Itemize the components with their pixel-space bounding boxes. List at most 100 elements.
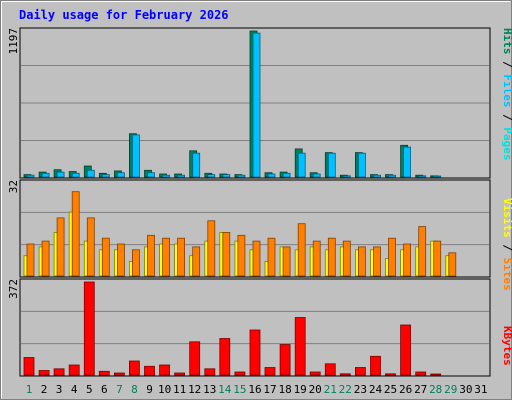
- bar-sites-day-27: [418, 226, 427, 277]
- bar-files-day-2: [41, 172, 50, 178]
- x-label-day-22: 22: [339, 383, 352, 396]
- bar-sites-day-5: [86, 217, 95, 277]
- bar-files-day-15: [237, 174, 246, 178]
- x-label-day-23: 23: [354, 383, 367, 396]
- legend-sites: Sites: [501, 258, 512, 291]
- bars-kbytes: [23, 281, 442, 376]
- legend-separator: /: [501, 55, 512, 75]
- x-label-day-19: 19: [294, 383, 307, 396]
- bar-sites-day-22: [342, 240, 351, 277]
- plot-area-pages-files-hits: [19, 27, 491, 179]
- bar-files-day-28: [433, 175, 442, 178]
- bar-files-day-27: [418, 175, 427, 178]
- y-max-label-visits: 32: [7, 180, 20, 193]
- x-label-day-28: 28: [429, 383, 442, 396]
- bar-kbytes-day-24: [370, 355, 381, 376]
- bar-files-day-13: [207, 174, 216, 178]
- bar-kbytes-day-14: [219, 338, 231, 376]
- plot-area-sites-visits: [19, 179, 491, 278]
- bar-kbytes-day-22: [339, 373, 351, 376]
- bar-files-day-7: [117, 172, 125, 178]
- bar-kbytes-day-8: [128, 360, 140, 376]
- y-max-label-kbytes: 372: [7, 279, 20, 299]
- x-label-day-14: 14: [218, 383, 232, 396]
- bar-kbytes-day-18: [279, 344, 291, 376]
- x-label-day-24: 24: [369, 383, 383, 396]
- bar-sites-day-8: [131, 249, 140, 277]
- bar-kbytes-day-23: [354, 367, 366, 376]
- bar-kbytes-day-27: [415, 371, 427, 376]
- x-label-day-1: 1: [26, 383, 33, 396]
- bar-files-day-4: [71, 172, 80, 178]
- bar-sites-day-11: [177, 237, 186, 277]
- bar-sites-day-10: [162, 237, 171, 277]
- x-label-day-16: 16: [248, 383, 261, 396]
- legend-pages: Pages: [501, 127, 512, 160]
- x-label-day-13: 13: [203, 383, 216, 396]
- bar-kbytes-day-17: [264, 367, 276, 376]
- bar-sites-day-16: [252, 240, 261, 277]
- legend-separator: /: [501, 108, 512, 128]
- bar-files-day-11: [177, 174, 186, 178]
- bar-kbytes-day-26: [400, 324, 412, 376]
- bar-kbytes-day-12: [189, 341, 201, 376]
- x-label-day-27: 27: [414, 383, 427, 396]
- bar-kbytes-day-1: [23, 357, 35, 376]
- bar-kbytes-day-21: [324, 363, 336, 376]
- x-label-day-12: 12: [188, 383, 201, 396]
- bar-kbytes-day-10: [159, 364, 171, 376]
- bar-files-day-18: [282, 172, 291, 178]
- x-label-day-31: 31: [474, 383, 487, 396]
- bar-sites-day-20: [312, 240, 321, 277]
- bar-kbytes-day-11: [174, 372, 186, 376]
- bar-sites-day-13: [207, 220, 216, 277]
- legend-kbytes: KBytes: [501, 326, 512, 366]
- x-label-day-9: 9: [146, 383, 153, 396]
- legend-pages-files-hits: Hits / Files / Pages: [501, 28, 512, 161]
- bar-kbytes-day-7: [114, 372, 125, 376]
- x-label-day-15: 15: [233, 383, 246, 396]
- bar-kbytes-day-25: [385, 373, 396, 376]
- bar-kbytes-day-16: [249, 329, 261, 376]
- bar-files-day-10: [162, 174, 171, 178]
- bar-sites-day-28: [433, 240, 442, 277]
- bar-files-day-6: [101, 174, 110, 178]
- bar-files-day-8: [131, 134, 140, 178]
- bar-kbytes-day-5: [83, 281, 95, 376]
- bar-sites-day-29: [448, 252, 457, 277]
- bar-sites-day-18: [282, 246, 291, 277]
- x-label-day-17: 17: [263, 383, 276, 396]
- bar-sites-day-4: [71, 191, 80, 277]
- x-label-day-29: 29: [444, 383, 457, 396]
- bar-sites-day-6: [101, 237, 110, 277]
- x-label-day-20: 20: [309, 383, 322, 396]
- bar-files-day-12: [192, 152, 201, 178]
- bar-kbytes-day-4: [68, 364, 80, 376]
- bar-sites-day-21: [327, 237, 336, 277]
- legend-text-kbytes: KBytes: [501, 326, 512, 366]
- bar-files-day-25: [388, 174, 396, 178]
- bar-kbytes-day-20: [309, 371, 321, 376]
- bar-kbytes-day-15: [234, 371, 246, 376]
- x-label-day-3: 3: [56, 383, 63, 396]
- bar-files-day-21: [327, 152, 336, 178]
- x-label-day-18: 18: [278, 383, 291, 396]
- bar-sites-day-19: [297, 223, 306, 277]
- x-label-day-8: 8: [131, 383, 138, 396]
- bar-sites-day-23: [357, 246, 366, 277]
- bar-kbytes-day-19: [294, 317, 306, 376]
- bar-sites-day-7: [117, 243, 125, 277]
- bar-sites-day-1: [26, 243, 35, 277]
- bar-kbytes-day-28: [430, 373, 442, 376]
- x-axis-day-labels: 1 2 3 4 5 6 7 8 9 10 11 12 13 14 15 16 17 18 19 20 21 22 23 24 2…: [26, 383, 488, 396]
- bar-sites-day-25: [388, 237, 396, 277]
- bar-files-day-17: [267, 173, 276, 178]
- x-label-day-7: 7: [116, 383, 123, 396]
- x-label-day-6: 6: [101, 383, 108, 396]
- x-label-day-11: 11: [173, 383, 186, 396]
- bar-kbytes-day-3: [53, 368, 65, 376]
- bar-files-day-5: [86, 169, 95, 178]
- bar-files-day-16: [252, 32, 261, 178]
- legend-sites-visits: Visits / Sites: [501, 198, 512, 291]
